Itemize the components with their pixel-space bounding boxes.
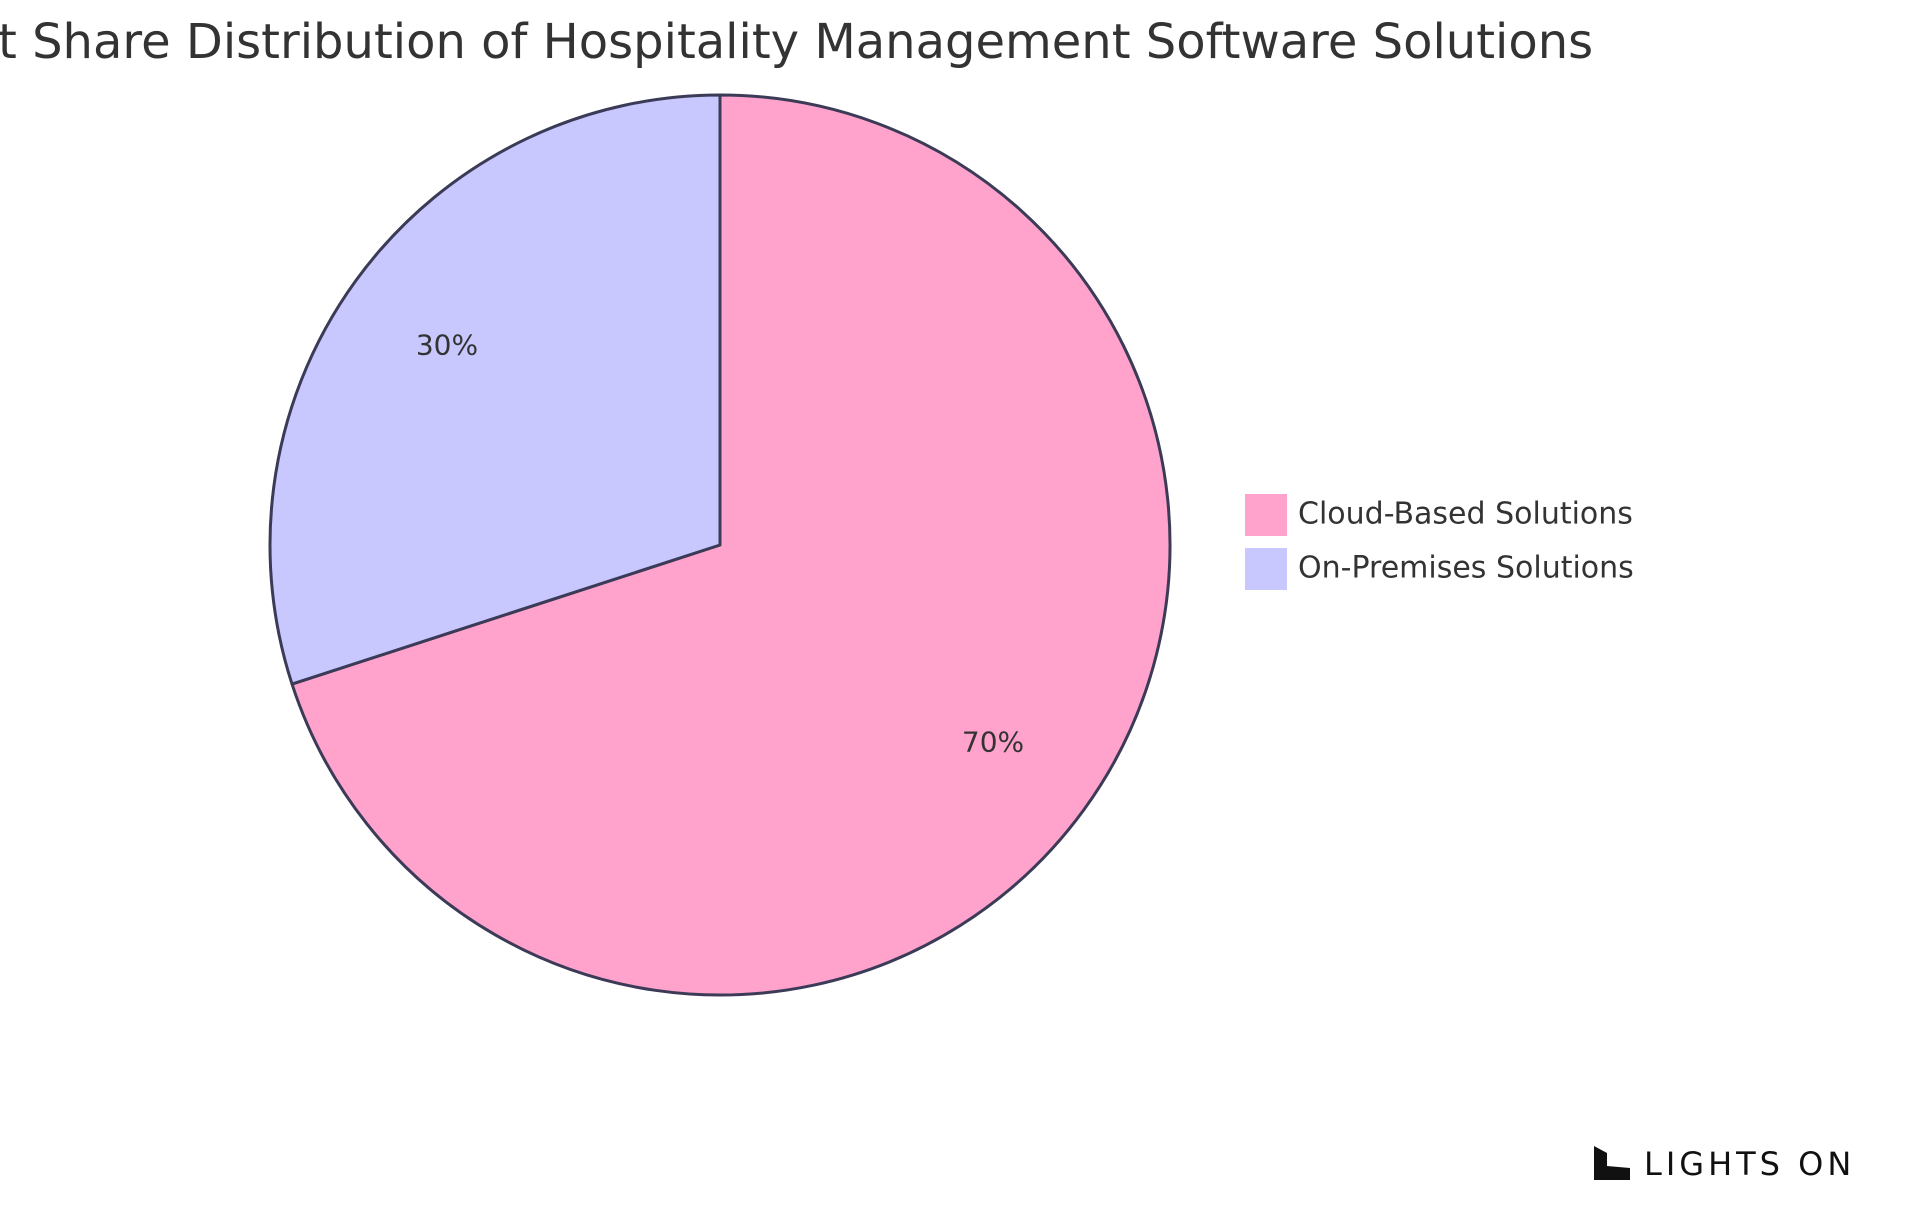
slice-labels: 70% 30% xyxy=(416,329,1024,759)
brand-logo: LIGHTS ON xyxy=(1592,1140,1872,1188)
brand-name: LIGHTS ON xyxy=(1644,1145,1856,1183)
legend-label-on-premises-solutions: On-Premises Solutions xyxy=(1298,551,1634,586)
legend-swatch-cloud-based-solutions xyxy=(1243,492,1289,538)
chart-title: t Share Distribution of Hospitality Mana… xyxy=(0,14,1594,70)
slice-percent-label-cloud-based-solutions: 70% xyxy=(962,725,1024,758)
pie-slices xyxy=(268,93,1172,997)
legend-swatch-on-premises-solutions xyxy=(1243,546,1289,592)
legend: Cloud-Based Solutions On-Premises Solutio… xyxy=(1243,492,1634,592)
lights-on-logo-icon xyxy=(1594,1146,1630,1180)
pie-slice-on-premises-solutions xyxy=(268,93,722,686)
slice-percent-label-on-premises-solutions: 30% xyxy=(416,329,478,362)
pie-slice-cloud-based-solutions xyxy=(290,93,1172,997)
legend-label-cloud-based-solutions: Cloud-Based Solutions xyxy=(1298,497,1633,532)
